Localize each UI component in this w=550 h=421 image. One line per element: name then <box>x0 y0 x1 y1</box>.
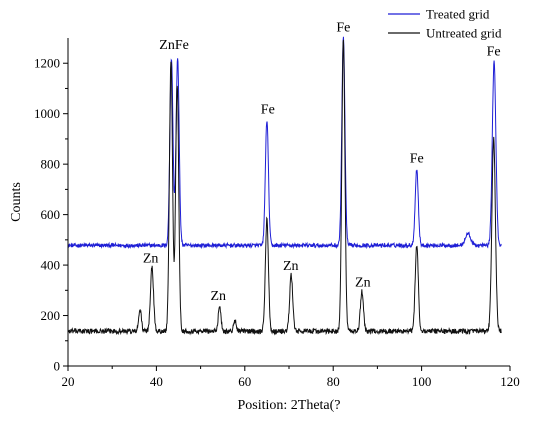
series-line-0 <box>67 36 502 250</box>
y-tick-label: 400 <box>41 258 61 273</box>
x-tick-label: 40 <box>150 374 163 389</box>
x-tick-label: 100 <box>412 374 432 389</box>
y-axis-title: Counts <box>9 182 24 222</box>
peak-label: Fe <box>261 102 275 117</box>
peak-label: Fe <box>410 152 424 167</box>
y-tick-label: 800 <box>41 157 61 172</box>
x-axis-title: Position: 2Theta(? <box>237 398 340 413</box>
y-tick-label: 600 <box>41 207 61 222</box>
y-tick-label: 0 <box>54 359 61 374</box>
legend-label: Untreated grid <box>426 26 502 41</box>
y-tick-label: 200 <box>41 308 61 323</box>
x-tick-label: 120 <box>500 374 520 389</box>
x-tick-label: 20 <box>62 374 75 389</box>
peak-label: Zn <box>283 259 299 274</box>
peak-label: Zn <box>355 275 371 290</box>
peak-label: ZnFe <box>159 38 189 53</box>
legend: Treated grid Untreated grid <box>388 7 502 41</box>
plot-lines <box>67 36 502 336</box>
series-line-1 <box>67 39 502 336</box>
y-tick-label: 1200 <box>34 56 60 71</box>
peak-annotations: ZnFe Fe Fe Fe Fe Zn Zn Zn Zn <box>143 20 501 304</box>
legend-label: Treated grid <box>426 7 490 22</box>
y-tick-label: 1000 <box>34 106 60 121</box>
peak-label: Zn <box>143 251 159 266</box>
peak-label: Fe <box>336 20 350 35</box>
peak-label: Fe <box>487 44 501 59</box>
peak-label: Zn <box>210 289 226 304</box>
x-tick-label: 60 <box>238 374 251 389</box>
x-tick-label: 80 <box>327 374 340 389</box>
